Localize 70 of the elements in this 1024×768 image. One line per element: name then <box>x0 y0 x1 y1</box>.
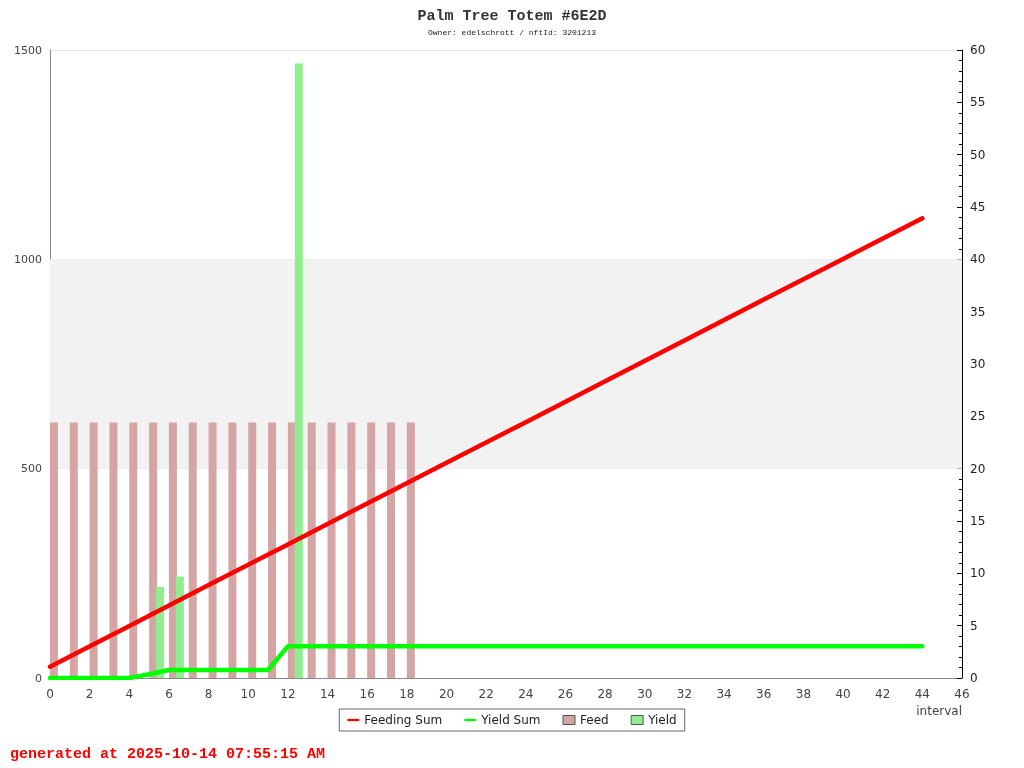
x-tick-label: 24 <box>518 687 534 701</box>
y2-tick-label: 50 <box>970 147 986 162</box>
x-tick-label: 46 <box>954 687 970 701</box>
bar <box>268 422 277 678</box>
legend-label: Yield Sum <box>480 713 541 727</box>
bar <box>49 422 58 678</box>
x-tick-label: 34 <box>716 687 732 701</box>
y2-tick-label: 30 <box>970 357 986 371</box>
x-tick-label: 2 <box>85 687 94 701</box>
bar <box>168 422 177 678</box>
x-tick-label: 0 <box>46 687 54 701</box>
y2-tick-label: 5 <box>970 618 978 633</box>
y2-tick-label: 15 <box>970 514 986 528</box>
x-tick-label: 32 <box>676 687 693 701</box>
x-tick-label: 20 <box>438 687 455 701</box>
bar <box>129 422 138 678</box>
y2-tick-label: 20 <box>970 461 986 476</box>
x-tick-label: 38 <box>795 687 812 701</box>
bar <box>188 422 197 678</box>
x-tick-label: 12 <box>280 687 296 701</box>
x-tick-label: 18 <box>399 687 415 701</box>
x-tick-label: 16 <box>359 687 375 701</box>
chart-subtitle: Owner: edelschrott / nftId: 3201213 <box>427 27 597 37</box>
bar <box>327 422 336 678</box>
x-tick-label: 10 <box>240 687 256 701</box>
y2-tick-label: 10 <box>970 566 986 581</box>
y-tick-label: 1500 <box>14 43 42 57</box>
y-tick-label: 0 <box>35 671 42 685</box>
x-tick-label: 22 <box>478 687 494 701</box>
bar <box>248 422 257 678</box>
y2-tick-label: 40 <box>970 252 986 267</box>
y2-tick-label: 45 <box>970 200 986 214</box>
bar <box>367 422 376 678</box>
legend-label: Feeding Sum <box>364 713 443 727</box>
x-axis-title: interval <box>916 704 962 718</box>
legend-label: Yield <box>647 713 677 727</box>
line-series <box>47 643 925 681</box>
line-series <box>47 216 925 669</box>
bar <box>228 422 237 678</box>
text: generated at 2025-10-14 07:55:15 AM <box>10 746 326 763</box>
bar <box>89 422 98 678</box>
bar <box>109 422 118 678</box>
bar <box>149 422 158 678</box>
x-tick-label: 8 <box>204 687 213 701</box>
bar <box>307 422 316 678</box>
x-tick-label: 30 <box>637 687 653 701</box>
bar <box>294 63 303 678</box>
x-tick-label: 6 <box>165 687 173 701</box>
x-tick-label: 14 <box>319 687 336 701</box>
x-tick-label: 36 <box>756 687 772 701</box>
bar <box>69 422 78 678</box>
x-tick-label: 44 <box>914 687 930 701</box>
x-tick-label: 28 <box>597 687 613 701</box>
y2-tick-label: 55 <box>970 95 986 110</box>
legend-label: Feed <box>580 713 609 727</box>
bar <box>208 422 217 678</box>
bar <box>387 422 396 678</box>
y-tick-label: 1000 <box>14 252 42 266</box>
y2-tick-label: 0 <box>970 671 978 685</box>
y2-tick-label: 25 <box>970 409 986 424</box>
y2-tick-label: 35 <box>970 304 986 319</box>
chart-title: Palm Tree Totem #6E2D <box>417 8 607 25</box>
x-tick-label: 4 <box>125 687 134 701</box>
y-tick-label: 500 <box>21 462 42 476</box>
bar <box>406 422 415 678</box>
x-tick-label: 26 <box>557 687 574 701</box>
y2-tick-label: 60 <box>970 43 986 57</box>
x-tick-label: 40 <box>835 687 851 701</box>
bar <box>347 422 356 678</box>
x-tick-label: 42 <box>875 687 891 701</box>
